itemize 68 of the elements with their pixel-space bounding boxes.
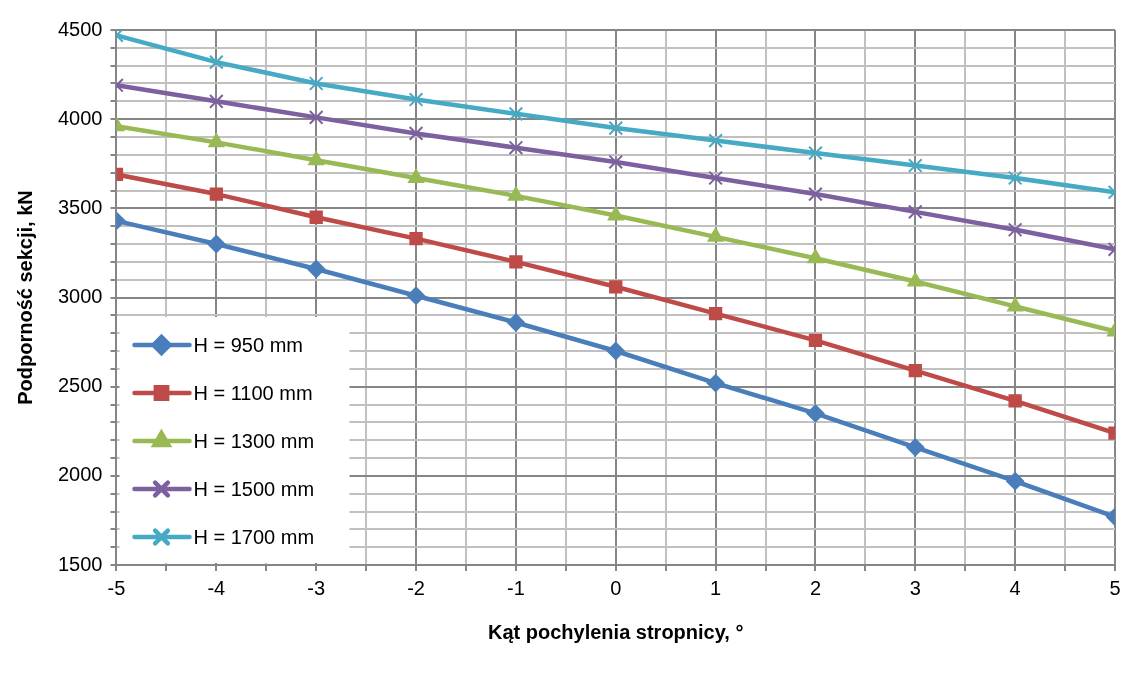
point [408, 126, 424, 141]
y-tick-label: 1500 [57, 552, 103, 575]
point [409, 231, 423, 246]
point [308, 76, 324, 91]
point [308, 110, 324, 125]
y-tick-label: 3000 [57, 285, 103, 308]
point [807, 249, 824, 264]
legend-label: H = 1500 mm [193, 477, 315, 500]
point [1007, 222, 1023, 238]
point [908, 363, 922, 378]
point [208, 54, 224, 70]
point [208, 133, 225, 148]
y-tick-label: 4500 [57, 17, 103, 40]
point [407, 286, 426, 305]
point [608, 120, 624, 136]
point [806, 404, 825, 423]
point [609, 280, 623, 294]
point [207, 235, 226, 253]
point [1007, 170, 1023, 186]
point [1007, 297, 1024, 312]
point [208, 93, 224, 109]
point [907, 158, 923, 173]
x-tick-label: -2 [407, 576, 425, 599]
x-tick-label: 0 [610, 576, 622, 599]
legend-label: H = 1100 mm [193, 381, 313, 404]
point [606, 342, 625, 360]
x-tick-label: -1 [507, 576, 525, 599]
point [608, 154, 624, 170]
point [209, 187, 223, 201]
x-tick-label: 2 [809, 576, 822, 599]
x-tick-label: -5 [107, 576, 126, 599]
point [307, 259, 326, 278]
point [907, 204, 923, 220]
point [509, 255, 523, 269]
x-tick-label: 3 [909, 576, 921, 599]
point [808, 333, 823, 347]
legend-label: H = 1700 mm [193, 525, 315, 548]
x-tick-label: -4 [207, 576, 226, 599]
legend-label: H = 950 mm [193, 333, 303, 356]
x-tick-label: 4 [1009, 576, 1021, 599]
point [906, 438, 925, 457]
point [309, 210, 323, 224]
point [308, 151, 325, 166]
x-tick-label: 1 [710, 576, 722, 599]
point [808, 145, 823, 161]
point [506, 313, 525, 332]
point [708, 133, 723, 148]
point [706, 374, 725, 393]
point [408, 169, 424, 184]
point [508, 140, 524, 156]
point [408, 92, 424, 107]
y-axis-title: Podporność sekcji, kN [13, 190, 36, 405]
y-tick-label: 4000 [57, 106, 103, 129]
point [808, 186, 823, 202]
legend-label: H = 1300 mm [193, 429, 315, 452]
point [708, 170, 723, 186]
y-tick-label: 2500 [57, 374, 103, 397]
point [708, 306, 723, 321]
point [607, 206, 624, 221]
point [1006, 472, 1025, 491]
y-tick-label: 3500 [57, 195, 103, 218]
point [508, 106, 524, 122]
point [1008, 394, 1022, 408]
point [907, 272, 924, 287]
y-tick-label: 2000 [57, 463, 103, 486]
x-tick-label: 5 [1109, 576, 1121, 599]
x-axis-title: Kąt pochylenia stropnicy, ° [488, 620, 744, 643]
x-tick-label: -3 [307, 576, 326, 599]
